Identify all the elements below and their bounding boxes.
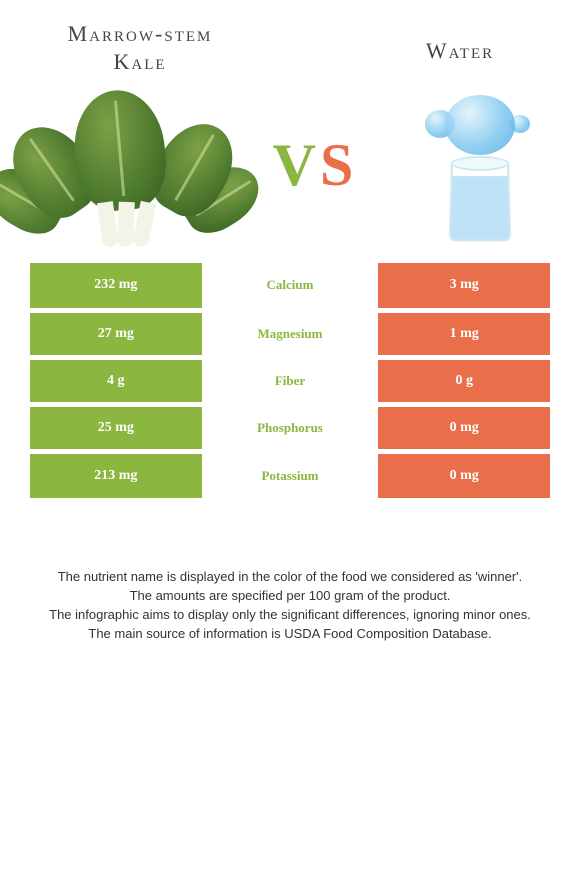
footer-line: The amounts are specified per 100 gram o… [38,587,542,606]
footer-line: The infographic aims to display only the… [38,606,542,625]
water-glass-icon [420,90,540,240]
left-value: 213 mg [30,451,202,498]
nutrient-label: Phosphorus [202,404,379,451]
left-value: 232 mg [30,263,202,310]
footer-notes: The nutrient name is displayed in the co… [30,568,550,643]
left-value: 25 mg [30,404,202,451]
right-value: 0 g [378,357,550,404]
right-value: 3 mg [378,263,550,310]
footer-line: The nutrient name is displayed in the co… [38,568,542,587]
vs-s: S [320,132,357,198]
kale-icon [40,85,210,245]
left-value: 27 mg [30,310,202,357]
footer-line: The main source of information is USDA F… [38,625,542,644]
nutrient-label: Fiber [202,357,379,404]
nutrient-label: Magnesium [202,310,379,357]
nutrient-table: 232 mgCalcium3 mg27 mgMagnesium1 mg4 gFi… [30,263,550,498]
nutrient-label: Calcium [202,263,379,310]
nutrient-label: Potassium [202,451,379,498]
right-title: Water [390,38,530,64]
header-row: Marrow-stem Kale Water [30,20,550,75]
table-row: 232 mgCalcium3 mg [30,263,550,310]
left-title: Marrow-stem Kale [50,20,230,75]
right-value: 0 mg [378,451,550,498]
images-row: VS [30,85,550,245]
nutrient-table-body: 232 mgCalcium3 mg27 mgMagnesium1 mg4 gFi… [30,263,550,498]
infographic-page: Marrow-stem Kale Water VS 232 mgCalcium3… [0,0,580,874]
vs-v: V [273,132,320,198]
table-row: 213 mgPotassium0 mg [30,451,550,498]
vs-label: VS [273,131,358,200]
right-value: 1 mg [378,310,550,357]
left-value: 4 g [30,357,202,404]
right-value: 0 mg [378,404,550,451]
table-row: 4 gFiber0 g [30,357,550,404]
table-row: 27 mgMagnesium1 mg [30,310,550,357]
table-row: 25 mgPhosphorus0 mg [30,404,550,451]
